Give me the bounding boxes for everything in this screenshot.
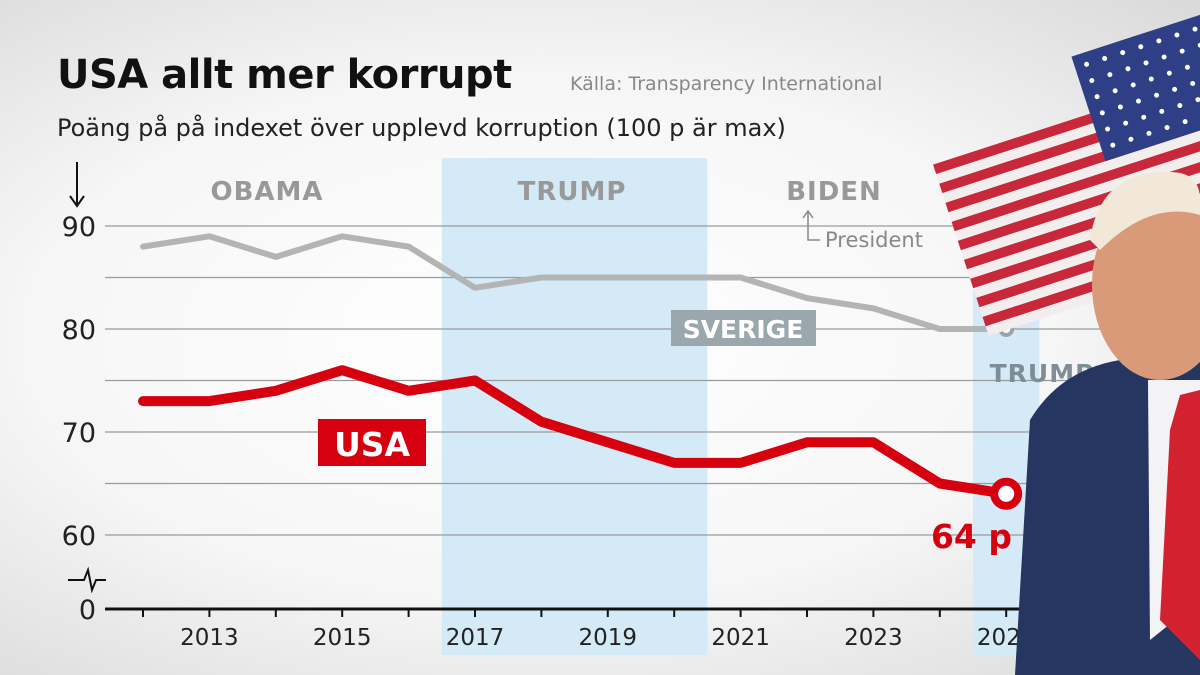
flag-star: [1146, 130, 1152, 136]
x-tick-label: 2013: [180, 625, 239, 651]
flag-star: [1089, 77, 1095, 83]
y-tick-label: 0: [79, 595, 96, 626]
flag-stripe: [948, 119, 1200, 222]
x-tick-label: 2019: [579, 625, 638, 651]
y-tick-label: 70: [62, 418, 96, 449]
x-tick-label: 2017: [446, 625, 505, 651]
flag-star: [1172, 86, 1178, 92]
flag-star: [1190, 80, 1196, 86]
source-note: Källa: Transparency International: [570, 73, 883, 95]
flag-star: [1099, 110, 1105, 116]
flag-star: [1164, 125, 1170, 131]
y-tick-label: 60: [62, 521, 96, 552]
flag-star: [1143, 60, 1149, 66]
x-tick-label: 2021: [711, 625, 770, 651]
flag-star: [1128, 136, 1134, 142]
president-note: President: [825, 228, 923, 252]
flag-star: [1117, 104, 1123, 110]
flag-star: [1177, 102, 1183, 108]
flag-star: [1195, 97, 1200, 103]
flag-canton: [1071, 13, 1200, 162]
flag-star: [1102, 55, 1108, 61]
flag-star: [1166, 70, 1172, 76]
flag-stripe: [951, 129, 1200, 232]
flag-star: [1179, 48, 1185, 54]
president-label: BIDEN: [786, 177, 882, 207]
axis-break-icon: [68, 566, 106, 594]
flag-star: [1110, 142, 1116, 148]
flag-star: [1107, 72, 1113, 78]
flag-star: [1141, 114, 1147, 120]
president-label: OBAMA: [210, 177, 323, 207]
president-band-1: [441, 158, 708, 655]
flag-star: [1148, 76, 1154, 82]
series-badge-usa: [318, 419, 426, 466]
flag-star: [1156, 38, 1162, 44]
flag-star: [1161, 54, 1167, 60]
flag-star: [1182, 119, 1188, 125]
series-line-usa: [138, 365, 1012, 499]
flag-star: [1192, 26, 1198, 32]
subtitle: Poäng på på indexet över upplevd korrupt…: [57, 114, 786, 142]
flag-star: [1125, 66, 1131, 72]
tie: [1160, 390, 1200, 660]
series-line-sverige: [140, 233, 1010, 332]
y-tick-label: 80: [62, 315, 96, 346]
series-badge-sverige: [671, 310, 816, 346]
face: [1092, 190, 1200, 380]
flag-star: [1197, 42, 1200, 48]
flag-star: [1135, 98, 1141, 104]
page-title: USA allt mer korrupt: [57, 52, 512, 98]
y-tick-label: 90: [62, 212, 96, 243]
hair: [1090, 171, 1200, 250]
end-label-usa: 64 p: [931, 517, 1012, 556]
flag-star: [1154, 92, 1160, 98]
flag-star: [1138, 44, 1144, 50]
flag-star: [1174, 32, 1180, 38]
x-tick-label: 2023: [844, 625, 903, 651]
flag-star: [1105, 126, 1111, 132]
flag-star: [1123, 120, 1129, 126]
flag-star: [1159, 108, 1165, 114]
down-arrow-icon: [69, 162, 85, 208]
flag-star: [1112, 88, 1118, 94]
president-label: TRUMP: [518, 177, 627, 207]
flag-star: [1120, 50, 1126, 56]
flag-stripe: [954, 138, 1200, 241]
flag-star: [1094, 94, 1100, 100]
flag-star: [1184, 64, 1190, 70]
president-pointer-icon: [802, 209, 820, 241]
end-marker-usa: [990, 477, 1023, 510]
series-label-usa: USA: [334, 425, 411, 464]
series-label-sverige: SVERIGE: [683, 315, 804, 344]
flag-star: [1084, 61, 1090, 67]
x-tick-label: 2015: [313, 625, 372, 651]
flag-star: [1130, 82, 1136, 88]
trump-photo: [933, 13, 1200, 675]
